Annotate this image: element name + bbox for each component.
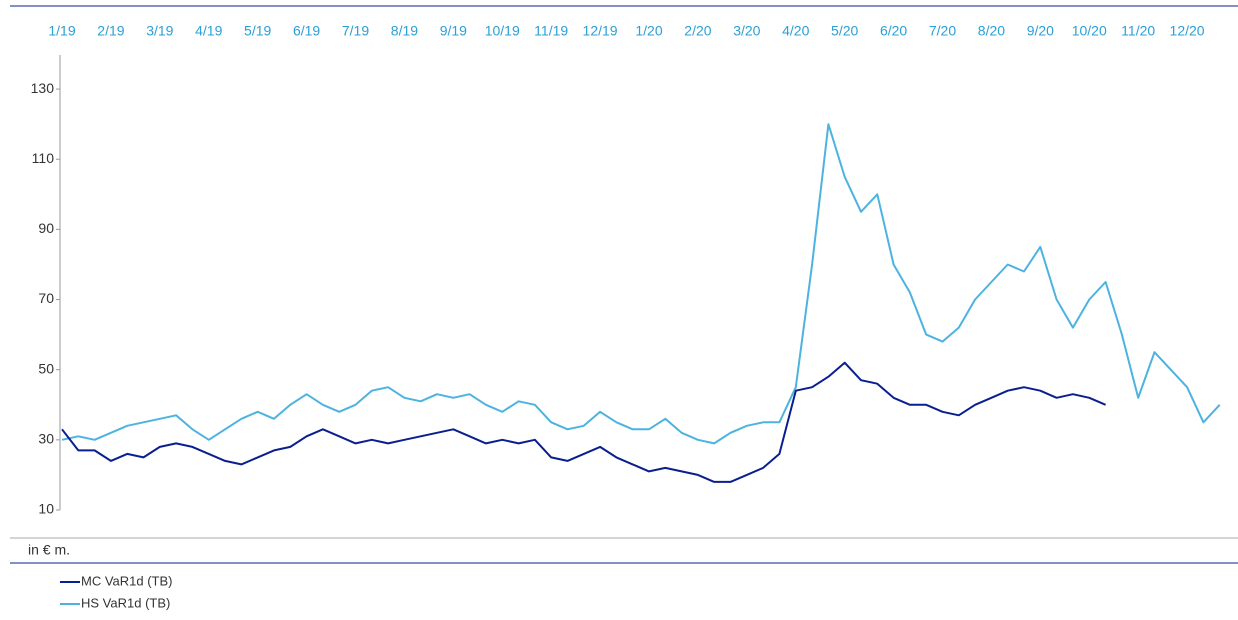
y-tick-label: 110 xyxy=(32,150,55,166)
x-tick-label: 6/20 xyxy=(880,23,907,39)
legend-label: MC VaR1d (TB) xyxy=(81,573,173,588)
x-tick-label: 3/20 xyxy=(733,23,760,39)
y-tick-label: 70 xyxy=(38,290,54,306)
unit-note: in € m. xyxy=(28,542,70,558)
x-tick-label: 10/19 xyxy=(485,23,520,39)
series-line xyxy=(61,123,1221,445)
x-tick-label: 7/20 xyxy=(929,23,956,39)
y-tick-label: 30 xyxy=(38,431,54,447)
x-tick-label: 8/20 xyxy=(978,23,1005,39)
x-tick-label: 9/19 xyxy=(440,23,467,39)
x-tick-label: 5/20 xyxy=(831,23,858,39)
series-line xyxy=(61,361,1106,483)
y-tick-label: 90 xyxy=(38,220,54,236)
y-tick-label: 10 xyxy=(38,501,54,517)
x-tick-label: 4/20 xyxy=(782,23,809,39)
x-tick-label: 7/19 xyxy=(342,23,369,39)
x-tick-label: 3/19 xyxy=(146,23,173,39)
legend-label: HS VaR1d (TB) xyxy=(81,595,170,610)
x-tick-label: 5/19 xyxy=(244,23,271,39)
y-tick-label: 130 xyxy=(31,80,55,96)
x-tick-label: 9/20 xyxy=(1027,23,1054,39)
x-tick-label: 10/20 xyxy=(1072,23,1107,39)
y-tick-label: 50 xyxy=(38,360,54,376)
x-tick-label: 4/19 xyxy=(195,23,222,39)
x-tick-label: 11/19 xyxy=(534,23,568,39)
x-tick-label: 1/19 xyxy=(48,23,75,39)
x-tick-label: 1/20 xyxy=(635,23,662,39)
x-tick-label: 12/19 xyxy=(583,23,618,39)
x-tick-label: 11/20 xyxy=(1121,23,1155,39)
x-tick-label: 2/19 xyxy=(97,23,124,39)
x-tick-label: 2/20 xyxy=(684,23,711,39)
x-tick-label: 8/19 xyxy=(391,23,418,39)
x-tick-label: 12/20 xyxy=(1170,23,1205,39)
x-tick-label: 6/19 xyxy=(293,23,320,39)
